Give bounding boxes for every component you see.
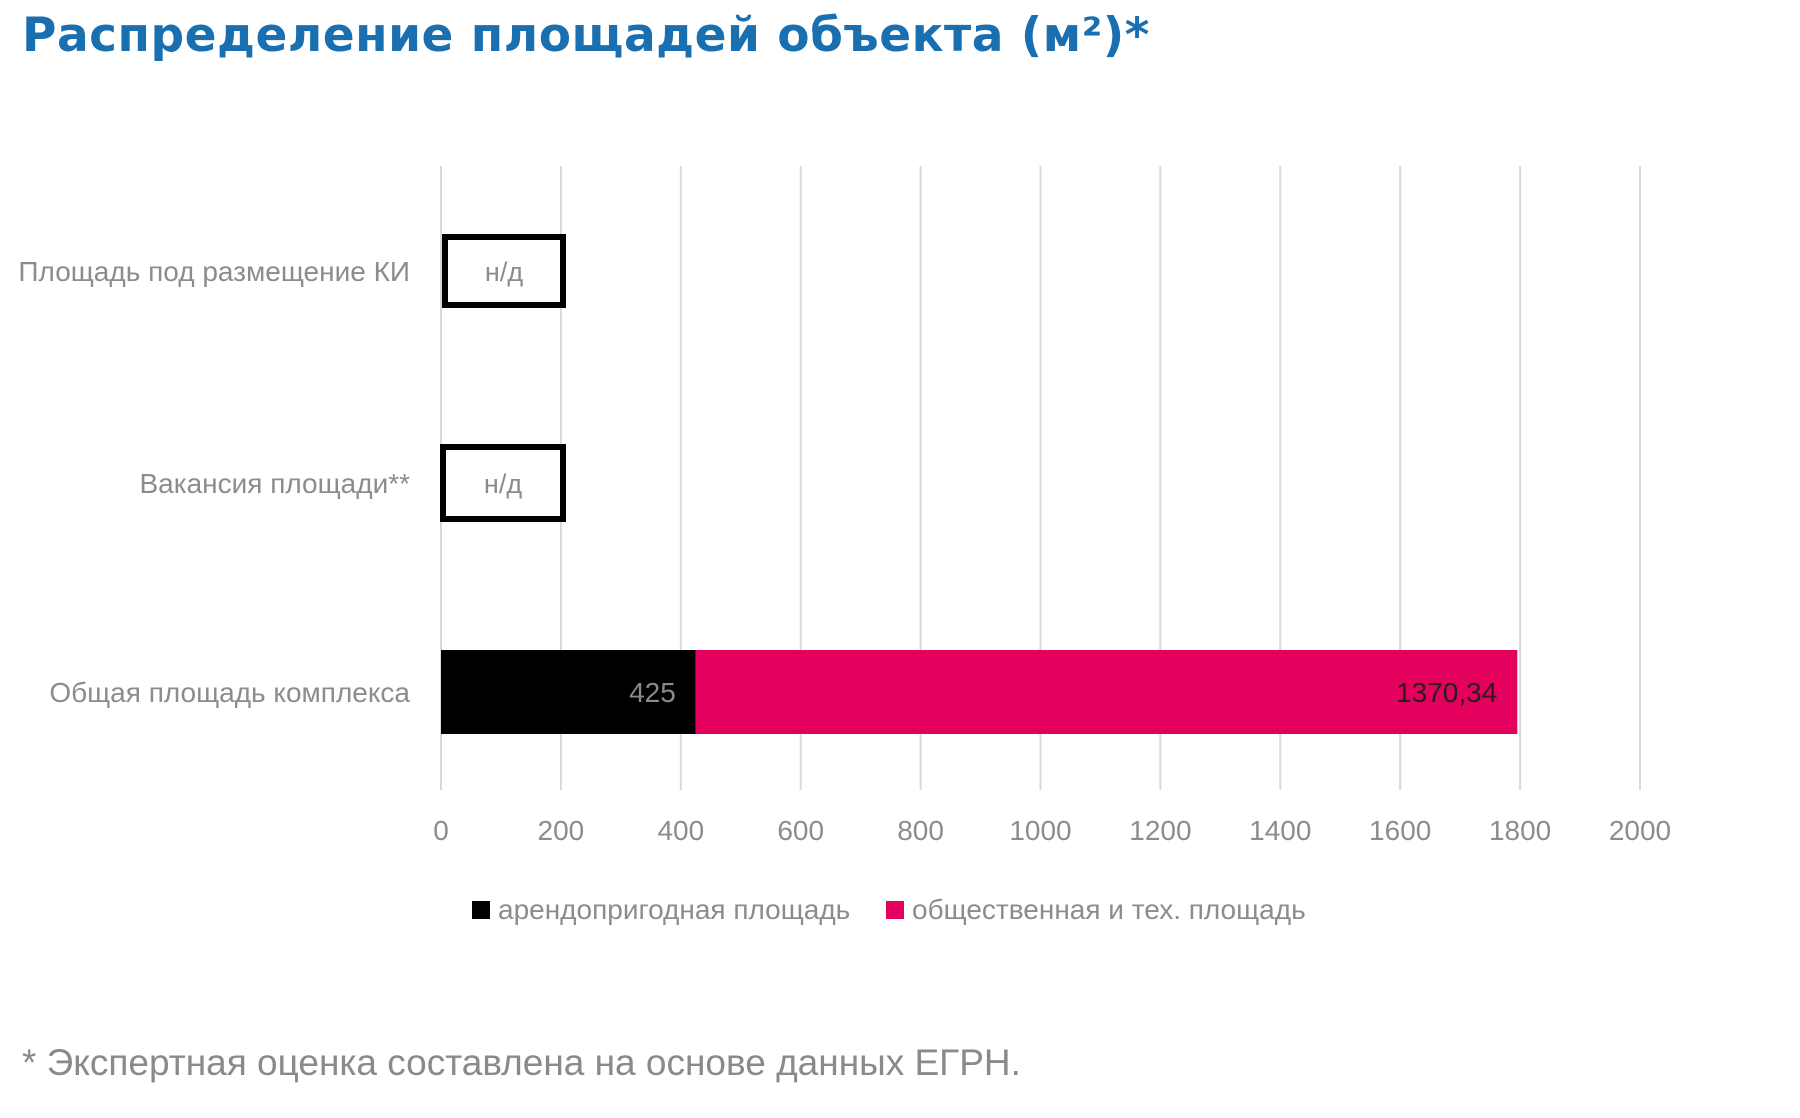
x-tick-label: 1200 bbox=[1129, 815, 1191, 846]
na-placeholder-box bbox=[442, 234, 566, 308]
x-tick-label: 1400 bbox=[1249, 815, 1311, 846]
bar-segment bbox=[441, 650, 696, 734]
legend-label: общественная и тех. площадь bbox=[912, 894, 1306, 925]
x-tick-label: 1600 bbox=[1369, 815, 1431, 846]
x-tick-label: 2000 bbox=[1609, 815, 1671, 846]
bar-segment bbox=[695, 650, 1518, 734]
bar-value-label: 1370,34 bbox=[1396, 677, 1497, 708]
legend: арендопригодная площадь общественная и те… bbox=[472, 894, 1306, 925]
category-label: Общая площадь комплекса bbox=[49, 677, 410, 708]
x-axis-ticks: 0 200 400 600 800 1000 1200 1400 1600 1800 2000 bbox=[433, 815, 1671, 846]
footnote: * Экспертная оценка составлена на основе… bbox=[22, 1042, 1021, 1083]
category-labels: Площадь под размещение КИ Вакансия площад… bbox=[18, 256, 410, 708]
x-tick-label: 1000 bbox=[1009, 815, 1071, 846]
x-tick-label: 400 bbox=[657, 815, 704, 846]
x-tick-label: 800 bbox=[897, 815, 944, 846]
category-label: Вакансия площади** bbox=[140, 468, 411, 499]
legend-swatch bbox=[472, 901, 490, 919]
na-placeholder-label: н/д bbox=[485, 257, 523, 287]
na-placeholder-box bbox=[440, 444, 566, 522]
x-tick-label: 1800 bbox=[1489, 815, 1551, 846]
x-tick-label: 600 bbox=[777, 815, 824, 846]
na-placeholder-label: н/д bbox=[484, 469, 522, 499]
x-tick-label: 200 bbox=[538, 815, 585, 846]
legend-label: арендопригодная площадь bbox=[498, 894, 850, 925]
bar-value-label: 425 bbox=[629, 677, 676, 708]
category-label: Площадь под размещение КИ bbox=[18, 256, 410, 287]
bars: н/д н/д 425 1370,34 bbox=[440, 234, 1518, 734]
legend-swatch bbox=[886, 901, 904, 919]
x-tick-label: 0 bbox=[433, 815, 449, 846]
chart-title: Распределение площадей объекта (м²)* bbox=[22, 8, 1150, 63]
